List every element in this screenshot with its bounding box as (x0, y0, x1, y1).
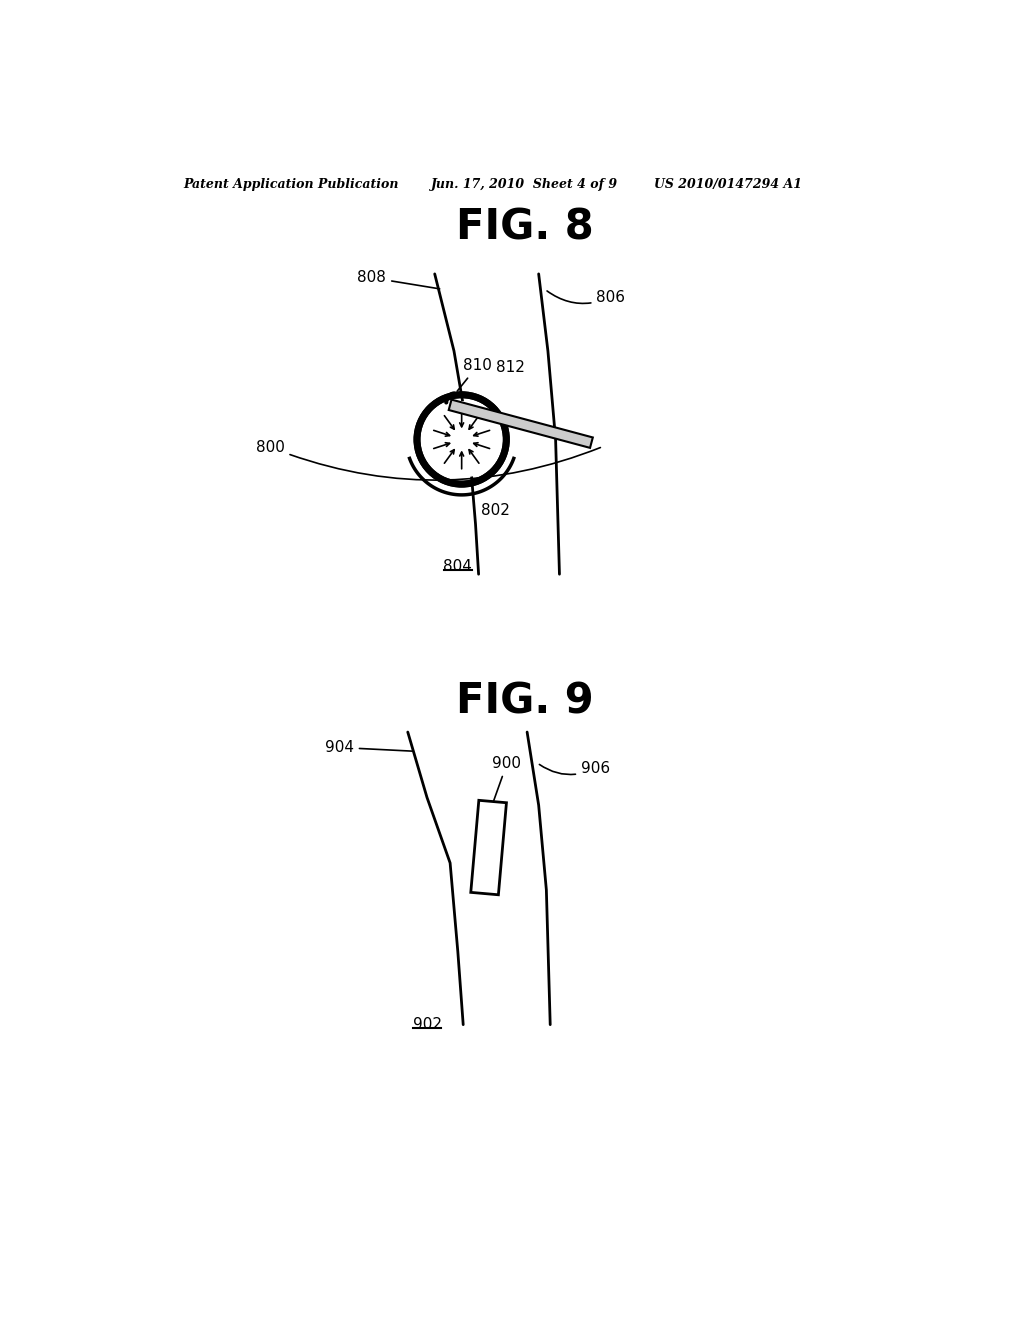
Text: 802: 802 (481, 503, 510, 519)
Text: 902: 902 (413, 1016, 441, 1032)
Text: 800: 800 (256, 440, 600, 480)
Text: US 2010/0147294 A1: US 2010/0147294 A1 (654, 178, 802, 191)
Text: 810: 810 (458, 358, 493, 391)
Text: 904: 904 (325, 741, 413, 755)
Text: 812: 812 (497, 360, 525, 375)
Text: FIG. 8: FIG. 8 (456, 207, 594, 248)
Text: FIG. 9: FIG. 9 (456, 680, 594, 722)
Text: 906: 906 (540, 760, 610, 776)
Text: 900: 900 (493, 756, 521, 801)
Circle shape (424, 401, 500, 478)
Text: 808: 808 (357, 271, 439, 289)
Text: 806: 806 (547, 289, 626, 305)
Text: 804: 804 (443, 558, 472, 574)
Text: Patent Application Publication: Patent Application Publication (183, 178, 398, 191)
Polygon shape (449, 400, 593, 447)
Text: Jun. 17, 2010  Sheet 4 of 9: Jun. 17, 2010 Sheet 4 of 9 (431, 178, 618, 191)
Polygon shape (471, 800, 507, 895)
